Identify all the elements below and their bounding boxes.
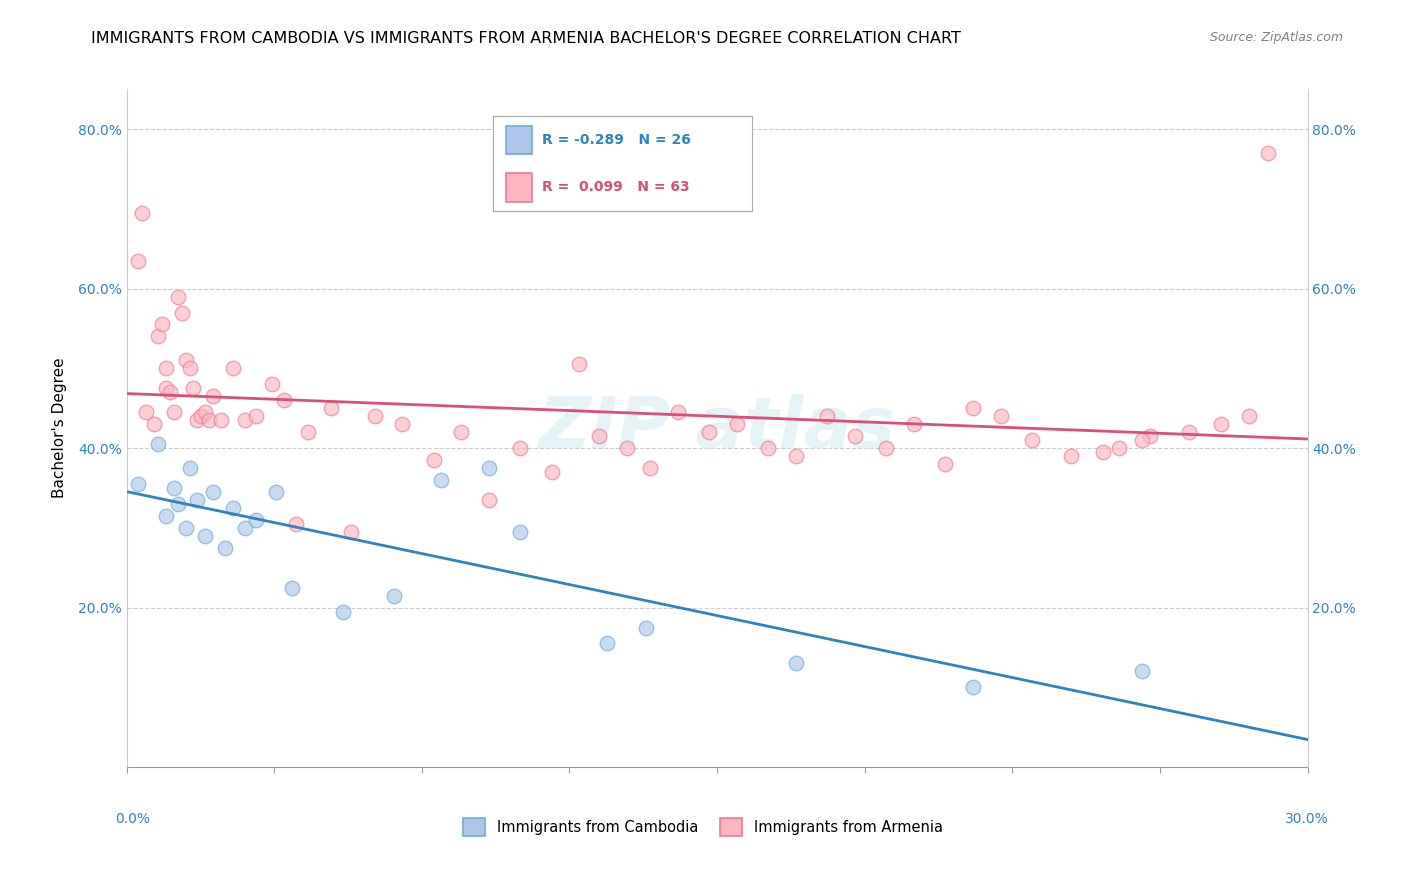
Point <box>540 465 562 479</box>
Point <box>198 413 221 427</box>
Point <box>616 441 638 455</box>
Point <box>382 589 405 603</box>
Point <box>588 429 610 443</box>
Point <box>194 529 217 543</box>
Point <box>183 381 205 395</box>
Point <box>166 289 188 303</box>
Point <box>155 381 177 395</box>
Point <box>990 409 1012 424</box>
Point <box>155 508 177 523</box>
Point <box>962 401 984 416</box>
Point <box>166 497 188 511</box>
Point <box>391 417 413 432</box>
Point <box>509 441 531 455</box>
Point <box>1209 417 1232 432</box>
Point <box>1130 433 1153 447</box>
Point <box>340 524 363 539</box>
Point <box>321 401 343 416</box>
Point <box>194 405 217 419</box>
Point <box>422 453 444 467</box>
Point <box>1139 429 1161 443</box>
Point <box>1021 433 1043 447</box>
Point <box>568 357 591 371</box>
Point <box>903 417 925 432</box>
Point <box>934 457 956 471</box>
Point <box>638 461 661 475</box>
Text: 0.0%: 0.0% <box>115 812 150 826</box>
Point <box>222 500 245 515</box>
Legend: Immigrants from Cambodia, Immigrants from Armenia: Immigrants from Cambodia, Immigrants fro… <box>457 813 949 842</box>
Point <box>430 473 453 487</box>
Point <box>756 441 779 455</box>
Point <box>1237 409 1260 424</box>
Point <box>1257 146 1279 161</box>
Point <box>844 429 866 443</box>
Point <box>1060 449 1083 463</box>
Point <box>174 353 197 368</box>
Point <box>186 492 208 507</box>
Point <box>209 413 232 427</box>
Point <box>697 425 720 439</box>
Point <box>202 485 225 500</box>
Point <box>596 636 619 650</box>
Point <box>233 521 256 535</box>
Point <box>131 206 153 220</box>
Point <box>214 541 236 555</box>
Point <box>332 605 354 619</box>
Text: ZIP atlas: ZIP atlas <box>538 393 896 463</box>
Point <box>163 481 186 495</box>
Point <box>179 461 201 475</box>
Point <box>725 417 748 432</box>
Point <box>636 621 658 635</box>
Point <box>281 581 304 595</box>
Text: 30.0%: 30.0% <box>1285 812 1329 826</box>
Point <box>233 413 256 427</box>
Point <box>962 681 984 695</box>
Point <box>127 253 149 268</box>
Text: IMMIGRANTS FROM CAMBODIA VS IMMIGRANTS FROM ARMENIA BACHELOR'S DEGREE CORRELATIO: IMMIGRANTS FROM CAMBODIA VS IMMIGRANTS F… <box>91 31 962 46</box>
Point <box>135 405 157 419</box>
Point <box>143 417 166 432</box>
Point <box>146 437 169 451</box>
Point <box>190 409 212 424</box>
Point <box>127 477 149 491</box>
Point <box>163 405 186 419</box>
Point <box>297 425 319 439</box>
Point <box>155 361 177 376</box>
Point <box>875 441 897 455</box>
Point <box>222 361 245 376</box>
Point <box>450 425 472 439</box>
Point <box>170 305 193 319</box>
Point <box>509 524 531 539</box>
Point <box>1130 665 1153 679</box>
Point <box>150 318 173 332</box>
Point <box>179 361 201 376</box>
Point <box>264 485 287 500</box>
Point <box>273 393 295 408</box>
Point <box>245 513 267 527</box>
Point <box>363 409 385 424</box>
Point <box>478 461 501 475</box>
Point <box>202 389 225 403</box>
Point <box>262 377 284 392</box>
Point <box>284 516 307 531</box>
Point <box>785 657 807 671</box>
Point <box>174 521 197 535</box>
Y-axis label: Bachelor's Degree: Bachelor's Degree <box>52 358 66 499</box>
Point <box>159 385 181 400</box>
Point <box>478 492 501 507</box>
Point <box>666 405 689 419</box>
Point <box>1108 441 1130 455</box>
Point <box>1178 425 1201 439</box>
Point <box>785 449 807 463</box>
Text: Source: ZipAtlas.com: Source: ZipAtlas.com <box>1209 31 1343 45</box>
Point <box>146 329 169 343</box>
Point <box>815 409 838 424</box>
Point <box>245 409 267 424</box>
Point <box>186 413 208 427</box>
Point <box>1091 445 1114 459</box>
